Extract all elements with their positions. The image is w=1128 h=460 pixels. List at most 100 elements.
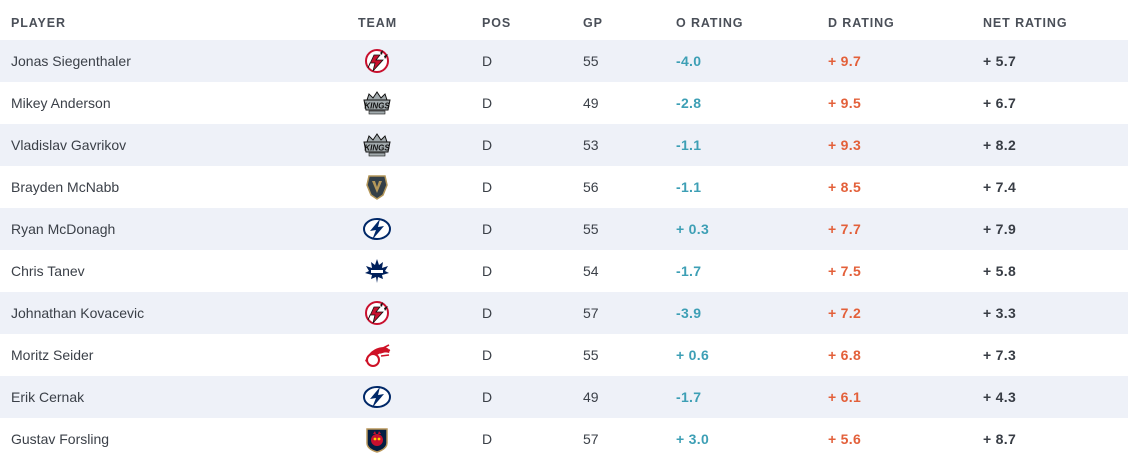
table-row[interactable]: Gustav Forsling D 57 + 3.0 + 5.6 + 8.7 [0,418,1128,460]
team-logo-cell [360,166,394,208]
player-name[interactable]: Vladislav Gavrikov [11,137,127,153]
d-rating-value: + 9.3 [828,137,862,153]
player-name[interactable]: Johnathan Kovacevic [11,305,145,321]
net-rating-value: + 7.4 [983,179,1017,195]
header-o-rating[interactable]: O RATING [676,16,744,30]
player-name[interactable]: Brayden McNabb [11,179,120,195]
player-name[interactable]: Chris Tanev [11,263,85,279]
position: D [482,263,493,279]
games-played: 56 [583,179,599,195]
net-rating-value: + 8.2 [983,137,1017,153]
games-played: 55 [583,347,599,363]
table-row[interactable]: Chris Tanev D 54 -1.7 + 7.5 + 5.8 [0,250,1128,292]
table-row[interactable]: Vladislav Gavrikov D 53 -1.1 + 9.3 + 8.2 [0,124,1128,166]
net-rating-value: + 7.9 [983,221,1017,237]
d-rating-value: + 8.5 [828,179,862,195]
o-rating-value: + 3.0 [676,431,710,447]
position: D [482,305,493,321]
position: D [482,95,493,111]
d-rating-value: + 5.6 [828,431,862,447]
player-name[interactable]: Gustav Forsling [11,431,110,447]
devils-logo-icon [365,49,389,73]
header-net-rating[interactable]: NET RATING [983,16,1068,30]
games-played: 54 [583,263,599,279]
header-gp[interactable]: GP [583,16,603,30]
games-played: 49 [583,389,599,405]
team-logo-cell [360,418,394,460]
games-played: 53 [583,137,599,153]
o-rating-value: -1.7 [676,263,702,279]
net-rating-value: + 6.7 [983,95,1017,111]
red-wings-logo-icon [364,344,391,367]
d-rating-value: + 6.1 [828,389,862,405]
player-name[interactable]: Ryan McDonagh [11,221,116,237]
team-logo-cell [360,292,394,334]
team-logo-cell [360,376,394,418]
player-name[interactable]: Erik Cernak [11,389,85,405]
team-logo-cell [360,40,394,82]
table-row[interactable]: Erik Cernak D 49 -1.7 + 6.1 + 4.3 [0,376,1128,418]
net-rating-value: + 4.3 [983,389,1017,405]
d-rating-value: + 6.8 [828,347,862,363]
table-header: PLAYER TEAM POS GP O RATING D RATING NET… [0,0,1128,40]
net-rating-value: + 3.3 [983,305,1017,321]
games-played: 57 [583,431,599,447]
table-row[interactable]: Ryan McDonagh D 55 + 0.3 + 7.7 + 7.9 [0,208,1128,250]
table-row[interactable]: Moritz Seider D 55 + 0.6 + 6.8 + 7.3 [0,334,1128,376]
games-played: 55 [583,221,599,237]
d-rating-value: + 9.5 [828,95,862,111]
d-rating-value: + 7.5 [828,263,862,279]
o-rating-value: -1.1 [676,137,702,153]
table-row[interactable]: Johnathan Kovacevic D 57 -3.9 + 7.2 + 3.3 [0,292,1128,334]
player-name[interactable]: Jonas Siegenthaler [11,53,131,69]
table-row[interactable]: Mikey Anderson D 49 -2.8 + 9.5 + 6.7 [0,82,1128,124]
team-logo-cell [360,82,394,124]
position: D [482,347,493,363]
lightning-logo-icon [363,218,391,241]
o-rating-value: -2.8 [676,95,702,111]
team-logo-cell [360,334,394,376]
position: D [482,179,493,195]
maple-leafs-logo-icon [365,259,389,283]
kings-logo-icon [363,133,391,157]
golden-knights-logo-icon [366,175,388,200]
o-rating-value: + 0.3 [676,221,710,237]
header-player[interactable]: PLAYER [11,16,66,30]
lightning-logo-icon [363,386,391,409]
games-played: 55 [583,53,599,69]
o-rating-value: -1.7 [676,389,702,405]
table-row[interactable]: Brayden McNabb D 56 -1.1 + 8.5 + 7.4 [0,166,1128,208]
d-rating-value: + 7.2 [828,305,862,321]
table-row[interactable]: Jonas Siegenthaler D 55 -4.0 + 9.7 + 5.7 [0,40,1128,82]
net-rating-value: + 5.8 [983,263,1017,279]
position: D [482,389,493,405]
player-name[interactable]: Moritz Seider [11,347,94,363]
d-rating-value: + 9.7 [828,53,862,69]
o-rating-value: -1.1 [676,179,702,195]
net-rating-value: + 7.3 [983,347,1017,363]
header-d-rating[interactable]: D RATING [828,16,895,30]
o-rating-value: + 0.6 [676,347,710,363]
net-rating-value: + 5.7 [983,53,1017,69]
team-logo-cell [360,124,394,166]
team-logo-cell [360,250,394,292]
header-team[interactable]: TEAM [358,16,398,30]
table-body: Jonas Siegenthaler D 55 -4.0 + 9.7 + 5.7 Mikey… [0,40,1128,460]
games-played: 49 [583,95,599,111]
panthers-logo-icon [366,428,388,453]
net-rating-value: + 8.7 [983,431,1017,447]
o-rating-value: -3.9 [676,305,702,321]
team-logo-cell [360,208,394,250]
player-name[interactable]: Mikey Anderson [11,95,111,111]
position: D [482,221,493,237]
kings-logo-icon [363,91,391,115]
position: D [482,431,493,447]
o-rating-value: -4.0 [676,53,702,69]
d-rating-value: + 7.7 [828,221,862,237]
position: D [482,53,493,69]
position: D [482,137,493,153]
games-played: 57 [583,305,599,321]
devils-logo-icon [365,301,389,325]
header-pos[interactable]: POS [482,16,512,30]
